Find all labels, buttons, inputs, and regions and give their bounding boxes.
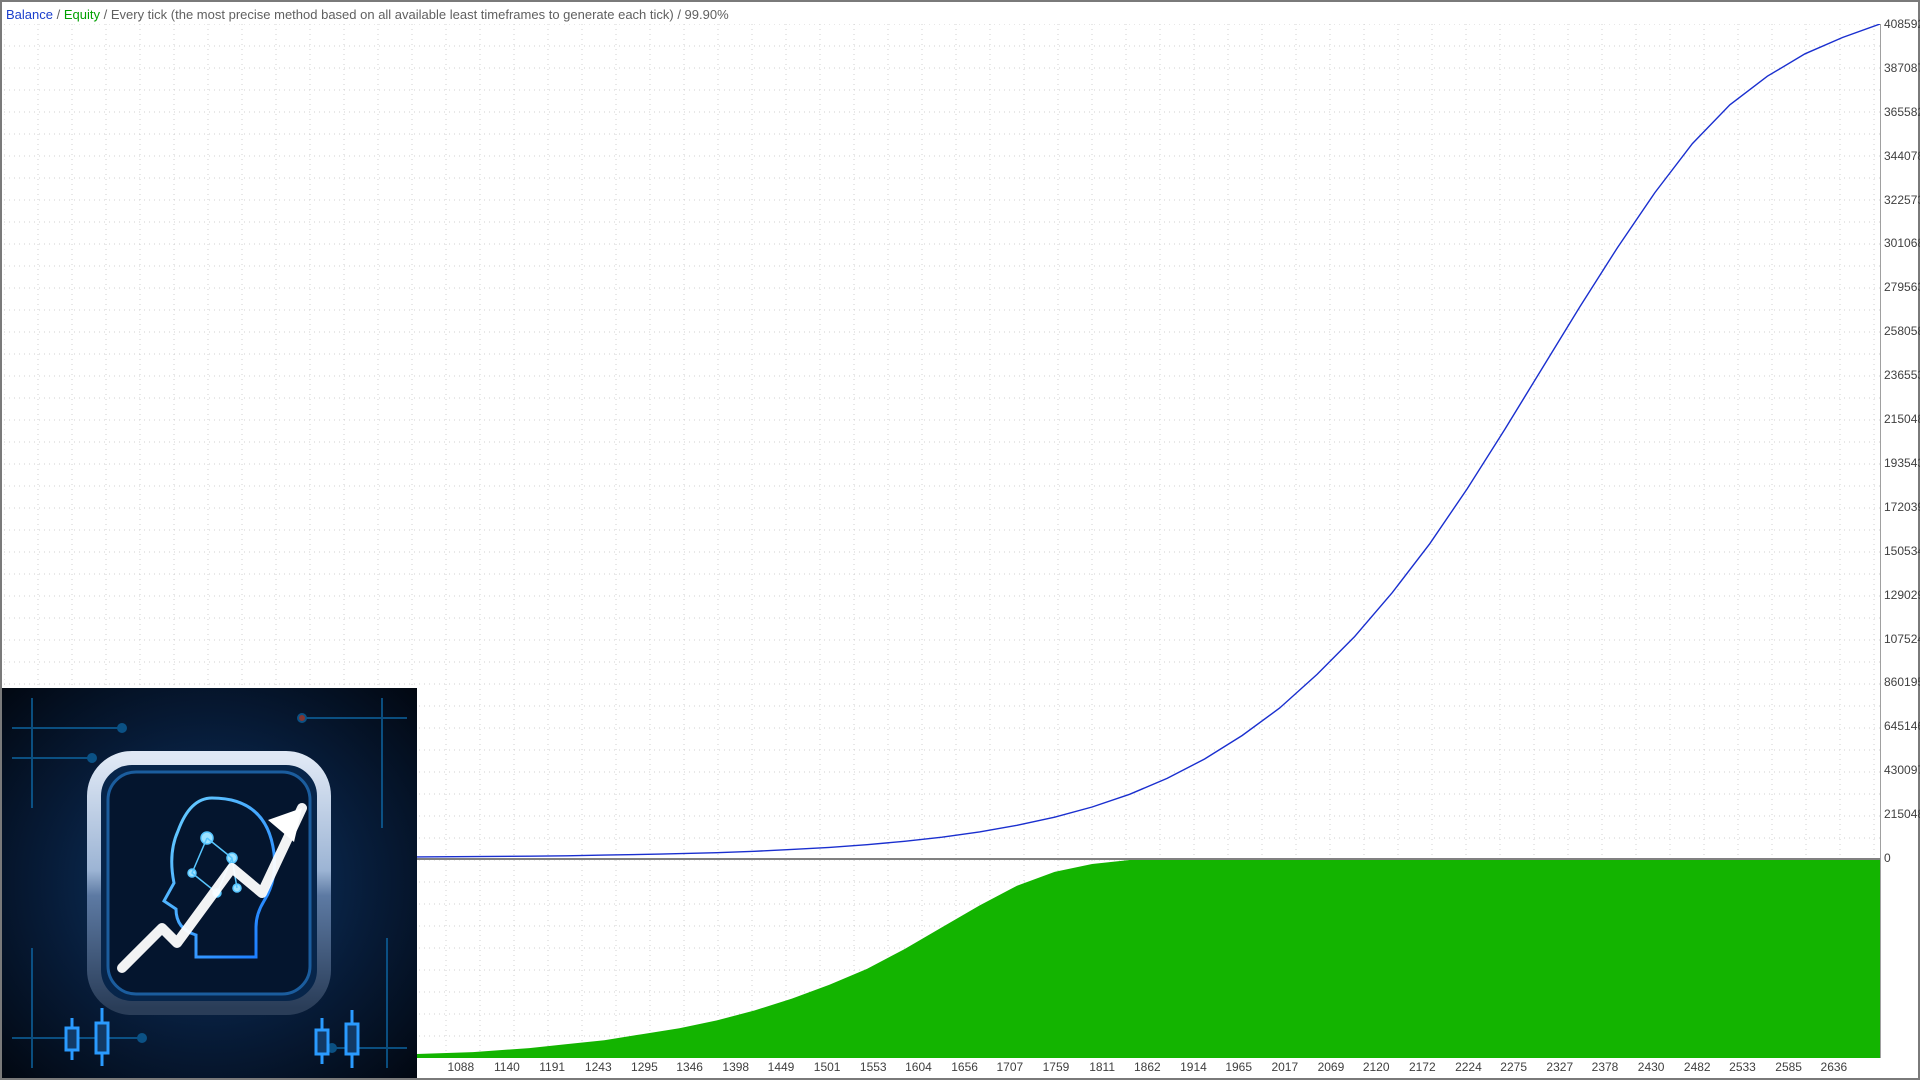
yaxis-border <box>1880 24 1881 1058</box>
xtick: 1965 <box>1225 1060 1252 1074</box>
xtick: 2585 <box>1775 1060 1802 1074</box>
ytick: 3655829 <box>1884 105 1920 119</box>
legend-sep1: / <box>57 7 64 22</box>
ytick: 1290292 <box>1884 588 1920 602</box>
product-badge <box>2 688 417 1078</box>
xtick: 1811 <box>1089 1060 1115 1074</box>
xtick: 1449 <box>768 1060 795 1074</box>
ytick: 0 <box>1884 851 1891 865</box>
xtick: 1346 <box>676 1060 703 1074</box>
xtick: 1191 <box>539 1060 565 1074</box>
ytick: 6451465 <box>1884 719 1920 733</box>
xtick: 2533 <box>1729 1060 1756 1074</box>
ytick: 1505341 <box>1884 544 1920 558</box>
legend-balance: Balance <box>6 7 53 22</box>
xtick: 2327 <box>1546 1060 1573 1074</box>
ytick: 1935439 <box>1884 456 1920 470</box>
y-axis: 0215048843009766451465860195310752441290… <box>1884 24 1920 858</box>
xtick: 1656 <box>951 1060 978 1074</box>
xtick: 2224 <box>1455 1060 1482 1074</box>
chart-header: Balance / Equity / Every tick (the most … <box>6 6 729 22</box>
ytick: 3225732 <box>1884 193 1920 207</box>
xtick: 1707 <box>996 1060 1023 1074</box>
legend-equity: Equity <box>64 7 100 22</box>
xtick: 1295 <box>631 1060 658 1074</box>
legend-quality: Every tick (the most precise method base… <box>111 7 729 22</box>
xtick: 1243 <box>585 1060 612 1074</box>
ytick: 4085927 <box>1884 17 1920 31</box>
legend-sep2: / <box>104 7 111 22</box>
ytick: 2795634 <box>1884 280 1920 294</box>
xtick: 2069 <box>1318 1060 1345 1074</box>
xtick: 1862 <box>1134 1060 1161 1074</box>
ytick: 2150488 <box>1884 807 1920 821</box>
xtick: 1088 <box>447 1060 474 1074</box>
ytick: 3010683 <box>1884 236 1920 250</box>
ytick: 3440783 <box>1884 149 1920 163</box>
ytick: 3870878 <box>1884 61 1920 75</box>
xtick: 2017 <box>1271 1060 1298 1074</box>
ytick: 1720390 <box>1884 500 1920 514</box>
xtick: 1604 <box>905 1060 932 1074</box>
xtick: 1759 <box>1043 1060 1070 1074</box>
xtick: 2378 <box>1592 1060 1619 1074</box>
ytick: 2365537 <box>1884 368 1920 382</box>
ytick: 2580585 <box>1884 324 1920 338</box>
chart-frame: Balance / Equity / Every tick (the most … <box>0 0 1920 1080</box>
ytick: 8601953 <box>1884 675 1920 689</box>
xtick: 2430 <box>1638 1060 1665 1074</box>
ytick: 2150488 <box>1884 412 1920 426</box>
xtick: 2482 <box>1684 1060 1711 1074</box>
ytick: 4300976 <box>1884 763 1920 777</box>
xtick: 1501 <box>814 1060 841 1074</box>
xtick: 1140 <box>494 1060 520 1074</box>
xtick: 2275 <box>1500 1060 1527 1074</box>
xtick: 1914 <box>1180 1060 1207 1074</box>
xtick: 1553 <box>860 1060 887 1074</box>
xtick: 2172 <box>1409 1060 1436 1074</box>
xtick: 2120 <box>1363 1060 1390 1074</box>
xtick: 1398 <box>722 1060 749 1074</box>
ytick: 1075244 <box>1884 632 1920 646</box>
ai-brain-icon <box>2 688 417 1078</box>
xtick: 2636 <box>1821 1060 1848 1074</box>
